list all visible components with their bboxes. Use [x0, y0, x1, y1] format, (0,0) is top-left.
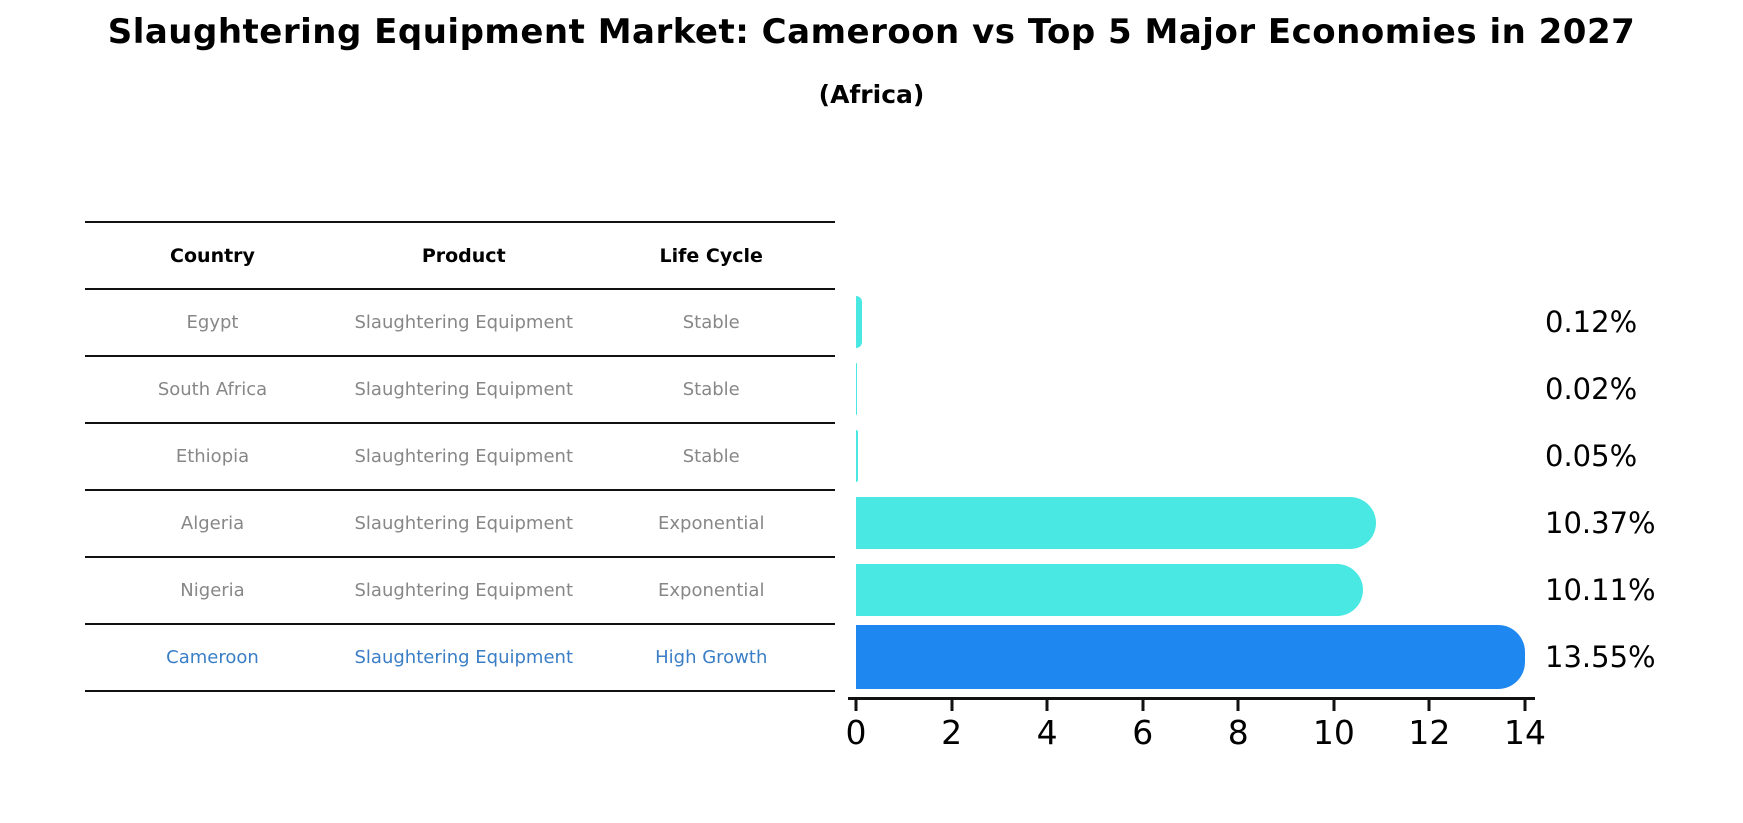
bar-row-south-africa [856, 355, 1525, 422]
x-tick-mark [1045, 700, 1049, 711]
cell-product: Slaughtering Equipment [354, 312, 574, 333]
cell-country: Ethiopia [175, 446, 250, 467]
cell-life-cycle: Exponential [658, 580, 765, 601]
cell-product: Slaughtering Equipment [354, 513, 574, 534]
value-label-nigeria: 10.11% [1545, 572, 1656, 607]
x-tick-mark [950, 700, 954, 711]
value-label-egypt: 0.12% [1545, 304, 1638, 339]
cell-country: Cameroon [166, 647, 259, 668]
column-header-life-cycle: Life Cycle [659, 244, 763, 267]
x-tick-label: 4 [1036, 713, 1058, 752]
cell-country: Algeria [180, 513, 245, 534]
bar-cameroon-highlight [856, 624, 1525, 689]
column-header-country: Country [170, 244, 255, 267]
info-table: Country Product Life Cycle Egypt Slaught… [85, 221, 835, 692]
value-label-south-africa: 0.02% [1545, 371, 1638, 406]
bar-algeria [856, 496, 1376, 549]
bar-row-egypt [856, 288, 1525, 355]
cell-product: Slaughtering Equipment [354, 379, 574, 400]
bar-row-nigeria [856, 556, 1525, 623]
bar-ethiopia [856, 429, 859, 482]
table-row-ethiopia: Ethiopia Slaughtering Equipment Stable [85, 424, 835, 491]
x-tick-label: 6 [1132, 713, 1154, 752]
table-header-row: Country Product Life Cycle [85, 223, 835, 290]
table-row-cameroon-highlight: Cameroon Slaughtering Equipment High Gro… [85, 625, 835, 692]
table-row-egypt: Egypt Slaughtering Equipment Stable [85, 290, 835, 357]
cell-country: Egypt [186, 312, 239, 333]
x-tick-mark [1332, 700, 1336, 711]
x-tick-mark [1427, 700, 1431, 711]
value-labels: 0.12% 0.02% 0.05% 10.37% 10.11% 13.55% [1545, 288, 1735, 690]
x-tick-mark [1141, 700, 1145, 711]
x-tick-label: 0 [845, 713, 867, 752]
x-tick-mark [1236, 700, 1240, 711]
bar-egypt [856, 295, 862, 348]
table-row-nigeria: Nigeria Slaughtering Equipment Exponenti… [85, 558, 835, 625]
chart-title: Slaughtering Equipment Market: Cameroon … [107, 12, 1636, 52]
cell-country: Nigeria [180, 580, 245, 601]
bar-south-africa [856, 362, 857, 415]
cell-life-cycle: High Growth [655, 647, 768, 668]
x-tick-mark [1523, 700, 1527, 711]
cell-life-cycle: Stable [682, 379, 740, 400]
table-row-algeria: Algeria Slaughtering Equipment Exponenti… [85, 491, 835, 558]
x-tick-label: 10 [1312, 713, 1355, 752]
x-axis-line [848, 697, 1535, 700]
bar-row-cameroon [856, 623, 1525, 690]
cell-country: South Africa [157, 379, 268, 400]
cell-life-cycle: Stable [682, 446, 740, 467]
x-tick-mark [854, 700, 858, 711]
bar-row-ethiopia [856, 422, 1525, 489]
cell-product: Slaughtering Equipment [354, 446, 574, 467]
chart-subtitle: (Africa) [818, 80, 925, 109]
value-label-cameroon: 13.55% [1545, 639, 1656, 674]
x-tick-label: 14 [1504, 713, 1546, 752]
table-row-south-africa: South Africa Slaughtering Equipment Stab… [85, 357, 835, 424]
bar-row-algeria [856, 489, 1525, 556]
value-label-algeria: 10.37% [1545, 505, 1656, 540]
cell-life-cycle: Exponential [658, 513, 765, 534]
cell-life-cycle: Stable [682, 312, 740, 333]
x-tick-label: 2 [941, 713, 963, 752]
value-label-ethiopia: 0.05% [1545, 438, 1638, 473]
cell-product: Slaughtering Equipment [354, 647, 574, 668]
x-tick-label: 8 [1227, 713, 1249, 752]
column-header-product: Product [421, 244, 506, 267]
x-tick-label: 12 [1408, 713, 1451, 752]
bar-plot-area [856, 288, 1525, 690]
cell-product: Slaughtering Equipment [354, 580, 574, 601]
x-axis: 0 2 4 6 8 10 12 14 [846, 697, 1546, 757]
bar-nigeria [856, 563, 1364, 616]
